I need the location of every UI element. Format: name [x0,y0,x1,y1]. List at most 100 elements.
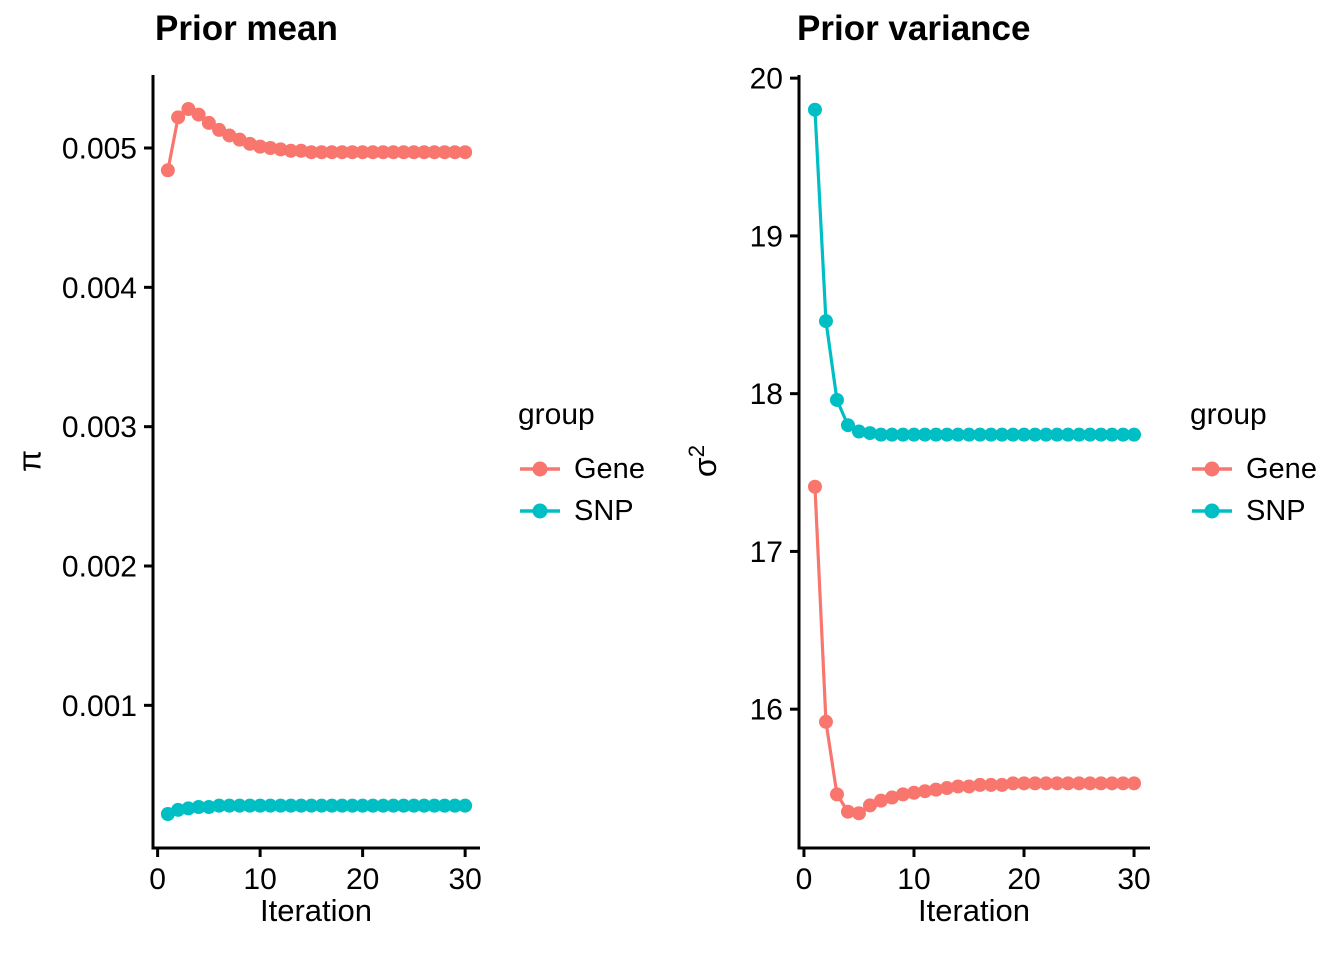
data-point-gene [273,142,288,157]
data-point-gene [201,115,216,130]
data-point-gene [1094,776,1109,791]
data-point-snp [314,798,329,813]
data-point-gene [1039,776,1054,791]
data-point-snp [263,798,278,813]
data-point-gene [818,714,833,729]
data-point-gene [171,110,186,125]
data-point-snp [1039,427,1054,442]
data-point-snp [1105,427,1120,442]
data-point-gene [862,798,877,813]
data-point-snp [973,427,988,442]
data-point-snp [294,798,309,813]
data-point-snp [1006,427,1021,442]
data-point-snp [851,424,866,439]
data-point-snp [386,798,401,813]
data-point-gene [253,139,268,154]
data-point-gene [294,143,309,158]
x-tick-label: 0 [796,863,813,896]
data-point-gene [355,145,370,160]
legend-entry-snp: SNP [518,490,645,532]
x-tick-label: 10 [243,863,276,896]
x-tick-label: 20 [346,863,379,896]
data-point-snp [917,427,932,442]
data-point-gene [191,107,206,122]
data-point-gene [961,779,976,794]
data-point-snp [950,427,965,442]
legend-key-point-icon [1204,503,1220,519]
chart-title-prior-mean: Prior mean [155,9,338,48]
legend-entry-gene: Gene [1190,448,1317,490]
data-point-gene [973,777,988,792]
legend-key-point-icon [532,503,548,519]
data-point-gene [906,785,921,800]
data-point-snp [458,798,473,813]
data-point-snp [1050,427,1065,442]
chart-panel-1: 16 17 18 19 20 0 10 20 30 [750,63,1151,896]
legend-entry-gene: Gene [518,448,645,490]
legend-key-snp [520,503,560,519]
data-point-gene [283,143,298,158]
legend-key-point-icon [1204,461,1220,477]
data-point-gene [840,804,855,819]
data-point-gene [417,145,432,160]
y-tick-label: 0.002 [62,550,137,583]
data-point-snp [1017,427,1032,442]
data-point-snp [181,801,196,816]
y-tick-label: 17 [750,536,783,569]
data-point-gene [1017,776,1032,791]
legend-key-point-icon [532,461,548,477]
data-point-gene [376,145,391,160]
y-tick-label: 0.005 [62,133,137,166]
data-point-snp [1028,427,1043,442]
data-point-snp [829,392,844,407]
data-point-snp [427,798,442,813]
data-point-gene [1050,776,1065,791]
data-point-snp [884,427,899,442]
data-point-gene [427,145,442,160]
data-point-snp [376,798,391,813]
data-point-gene [345,145,360,160]
data-point-gene [895,787,910,802]
data-point-gene [851,806,866,821]
data-point-gene [1127,776,1142,791]
data-point-gene [950,779,965,794]
x-tick-label: 0 [149,863,166,896]
data-point-gene [314,145,329,160]
data-point-gene [458,145,473,160]
data-point-gene [984,777,999,792]
data-point-gene [1028,776,1043,791]
data-point-snp [873,427,888,442]
data-point-snp [895,427,910,442]
x-axis-label-iteration-right: Iteration [917,893,1031,928]
data-point-snp [807,102,822,117]
data-point-gene [939,781,954,796]
data-point-snp [437,798,452,813]
x-axis-label-iteration-left: Iteration [259,893,373,928]
series-line-gene [813,486,1135,815]
y-axis-label-sigma-squared: σ2 [684,444,723,478]
data-point-snp [283,798,298,813]
data-point-gene [917,784,932,799]
data-point-gene [1105,776,1120,791]
data-point-gene [335,145,350,160]
data-point-snp [906,427,921,442]
legend-right: group Gene SNP [1190,398,1317,532]
data-point-snp [818,314,833,329]
legend-entry-snp: SNP [1190,490,1317,532]
y-tick-label: 19 [750,220,783,253]
data-point-snp [840,418,855,433]
y-tick-label: 0.004 [62,272,137,305]
data-point-snp [1061,427,1076,442]
data-point-snp [171,802,186,817]
data-point-gene [365,145,380,160]
data-point-snp [324,798,339,813]
data-point-gene [884,790,899,805]
data-point-gene [212,122,227,137]
data-point-gene [1116,776,1131,791]
data-point-gene [160,163,175,178]
data-point-snp [304,798,319,813]
data-point-gene [1083,776,1098,791]
data-point-snp [447,798,462,813]
data-point-snp [242,798,257,813]
series-line-snp [813,109,1135,437]
